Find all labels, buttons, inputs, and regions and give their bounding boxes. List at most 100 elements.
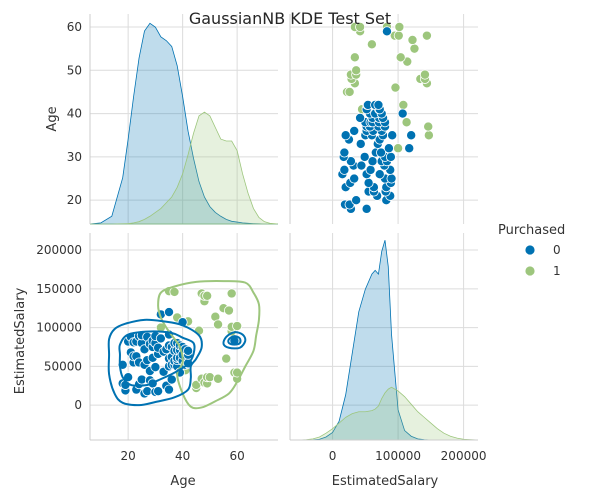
scatter-point-class-0 — [150, 362, 161, 373]
panel-salary-vs-age-background — [90, 233, 278, 440]
scatter-point-class-1 — [423, 121, 434, 132]
scatter-point-class-1 — [344, 86, 355, 97]
kde-area-class-0 — [89, 22, 278, 225]
y-tick-label-age: 30 — [67, 150, 82, 164]
scatter-point-class-1 — [393, 30, 404, 41]
scatter-point-class-0 — [386, 173, 397, 184]
scatter-point-class-1 — [398, 99, 409, 110]
scatter-point-class-0 — [349, 173, 360, 184]
scatter-point-class-1 — [407, 34, 418, 45]
scatter-point-class-1 — [232, 321, 243, 332]
scatter-point-class-1 — [213, 373, 224, 384]
scatter-point-class-1 — [355, 21, 366, 32]
scatter-point-class-0 — [363, 177, 374, 188]
scatter-point-class-1 — [409, 43, 420, 54]
legend-marker-class-1 — [524, 265, 536, 277]
y-axis-label-estimated-salary: EstimatedSalary — [13, 287, 28, 394]
scatter-point-class-0 — [374, 169, 385, 180]
scatter-point-class-0 — [155, 333, 166, 344]
scatter-point-class-1 — [390, 82, 401, 93]
x-tick-label-age: 60 — [229, 449, 244, 463]
scatter-point-class-0 — [387, 130, 398, 141]
scatter-point-class-1 — [223, 305, 234, 316]
scatter-point-class-1 — [401, 117, 412, 128]
x-tick-label-salary: 0 — [329, 449, 337, 463]
scatter-point-class-1 — [351, 65, 362, 76]
scatter-point-class-1 — [395, 52, 406, 63]
scatter-point-class-0 — [339, 164, 350, 175]
scatter-point-class-1 — [204, 372, 215, 383]
chart-title: GaussianNB KDE Test Set — [189, 9, 391, 28]
scatter-point-class-0 — [359, 151, 370, 162]
scatter-point-class-1 — [394, 21, 405, 32]
scatter-point-class-0 — [142, 386, 153, 397]
scatter-point-class-0 — [355, 112, 366, 123]
scatter-point-class-1 — [169, 286, 180, 297]
scatter-point-class-0 — [153, 386, 164, 397]
x-axis-label-age: Age — [170, 474, 195, 489]
y-tick-label-salary: 0 — [74, 398, 82, 412]
legend-label-class-0: 0 — [553, 243, 561, 257]
scatter-point-class-1 — [221, 353, 232, 364]
kde-contour-class-0-inner — [118, 330, 196, 387]
scatter-point-class-0 — [345, 156, 356, 167]
scatter-point-class-0 — [164, 384, 175, 395]
scatter-point-class-1 — [349, 52, 360, 63]
scatter-point-class-1 — [226, 288, 237, 299]
legend: Purchased 0 1 — [498, 223, 565, 278]
scatter-point-class-0 — [355, 138, 366, 149]
legend-title: Purchased — [498, 223, 565, 238]
y-tick-label-salary: 50000 — [44, 359, 82, 373]
scatter-point-class-1 — [423, 130, 434, 141]
legend-marker-class-0 — [524, 244, 536, 256]
kde-contour-class-0-outer — [107, 318, 203, 407]
panel-salary-kde: 0 100000 200000 — [289, 233, 487, 463]
scatter-point-class-0 — [351, 195, 362, 206]
scatter-point-class-0 — [376, 147, 387, 158]
x-tick-label-salary: 100000 — [375, 449, 421, 463]
x-tick-label-age: 20 — [121, 449, 136, 463]
scatter-point-class-0 — [385, 151, 396, 162]
scatter-point-class-0 — [373, 99, 384, 110]
scatter-point-class-1 — [202, 290, 213, 301]
scatter-point-class-0 — [381, 26, 392, 37]
y-tick-label-age: 60 — [67, 20, 82, 34]
y-axis-label-age: Age — [45, 106, 60, 131]
scatter-point-class-0 — [164, 307, 175, 318]
panel-salary-vs-age-scatter: 0 50000 100000 150000 200000 20 40 60 — [36, 233, 278, 463]
scatter-point-class-0 — [404, 143, 415, 154]
panel-age-vs-salary-scatter — [289, 14, 478, 224]
y-tick-label-age: 20 — [67, 193, 82, 207]
y-tick-label-salary: 150000 — [36, 282, 82, 296]
scatter-point-class-0 — [136, 374, 147, 385]
scatter-point-class-0 — [356, 160, 367, 171]
legend-label-class-1: 1 — [553, 264, 561, 278]
scatter-point-class-0 — [397, 108, 408, 119]
scatter-point-class-1 — [421, 30, 432, 41]
y-tick-label-age: 50 — [67, 63, 82, 77]
x-tick-label-age: 40 — [175, 449, 190, 463]
scatter-point-class-0 — [340, 130, 351, 141]
kde-contour-class-0-tiny — [227, 335, 242, 346]
y-tick-label-salary: 100000 — [36, 321, 82, 335]
kde-contour-class-1 — [157, 280, 261, 410]
kde-contour-class-0-small — [222, 331, 247, 350]
scatter-point-class-0 — [339, 147, 350, 158]
x-tick-label-salary: 200000 — [441, 449, 487, 463]
kde-area-class-1 — [290, 386, 479, 441]
scatter-point-class-1 — [393, 143, 404, 154]
scatter-point-class-0 — [361, 203, 372, 214]
scatter-point-class-0 — [183, 345, 194, 356]
scatter-point-class-0 — [383, 143, 394, 154]
scatter-point-class-1 — [419, 69, 430, 80]
scatter-point-class-0 — [406, 130, 417, 141]
scatter-point-class-1 — [366, 39, 377, 50]
kde-area-class-1 — [90, 111, 279, 225]
scatter-point-class-0 — [365, 164, 376, 175]
scatter-point-class-1 — [213, 319, 224, 330]
scatter-point-class-0 — [349, 125, 360, 136]
y-tick-label-age: 40 — [67, 107, 82, 121]
x-axis-label-estimated-salary: EstimatedSalary — [332, 474, 439, 489]
y-tick-label-salary: 200000 — [36, 243, 82, 257]
